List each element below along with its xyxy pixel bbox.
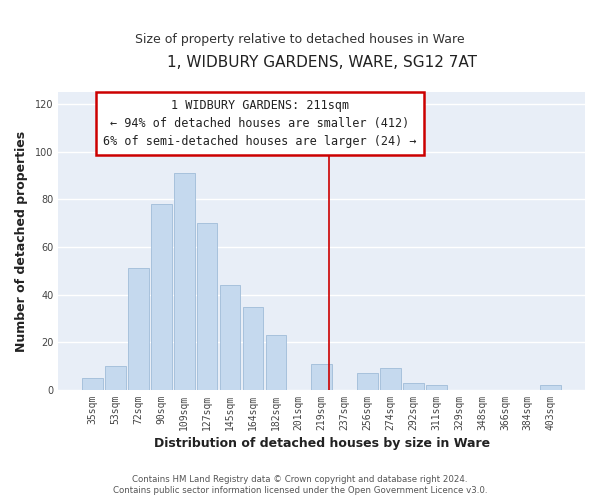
Bar [105, 366, 126, 390]
Text: Size of property relative to detached houses in Ware: Size of property relative to detached ho… [135, 32, 465, 46]
Text: Contains HM Land Registry data © Crown copyright and database right 2024.: Contains HM Land Registry data © Crown c… [132, 475, 468, 484]
Bar [311, 364, 332, 390]
Y-axis label: Number of detached properties: Number of detached properties [15, 130, 28, 352]
Bar [380, 368, 401, 390]
Bar [151, 204, 172, 390]
Bar [128, 268, 149, 390]
Bar [403, 383, 424, 390]
Bar [541, 385, 561, 390]
Bar [220, 285, 241, 390]
Bar [242, 306, 263, 390]
Bar [357, 374, 378, 390]
Bar [174, 173, 194, 390]
Title: 1, WIDBURY GARDENS, WARE, SG12 7AT: 1, WIDBURY GARDENS, WARE, SG12 7AT [167, 55, 476, 70]
X-axis label: Distribution of detached houses by size in Ware: Distribution of detached houses by size … [154, 437, 490, 450]
Bar [426, 385, 446, 390]
Bar [266, 335, 286, 390]
Bar [197, 223, 217, 390]
Bar [82, 378, 103, 390]
Text: 1 WIDBURY GARDENS: 211sqm
← 94% of detached houses are smaller (412)
6% of semi-: 1 WIDBURY GARDENS: 211sqm ← 94% of detac… [103, 99, 416, 148]
Text: Contains public sector information licensed under the Open Government Licence v3: Contains public sector information licen… [113, 486, 487, 495]
